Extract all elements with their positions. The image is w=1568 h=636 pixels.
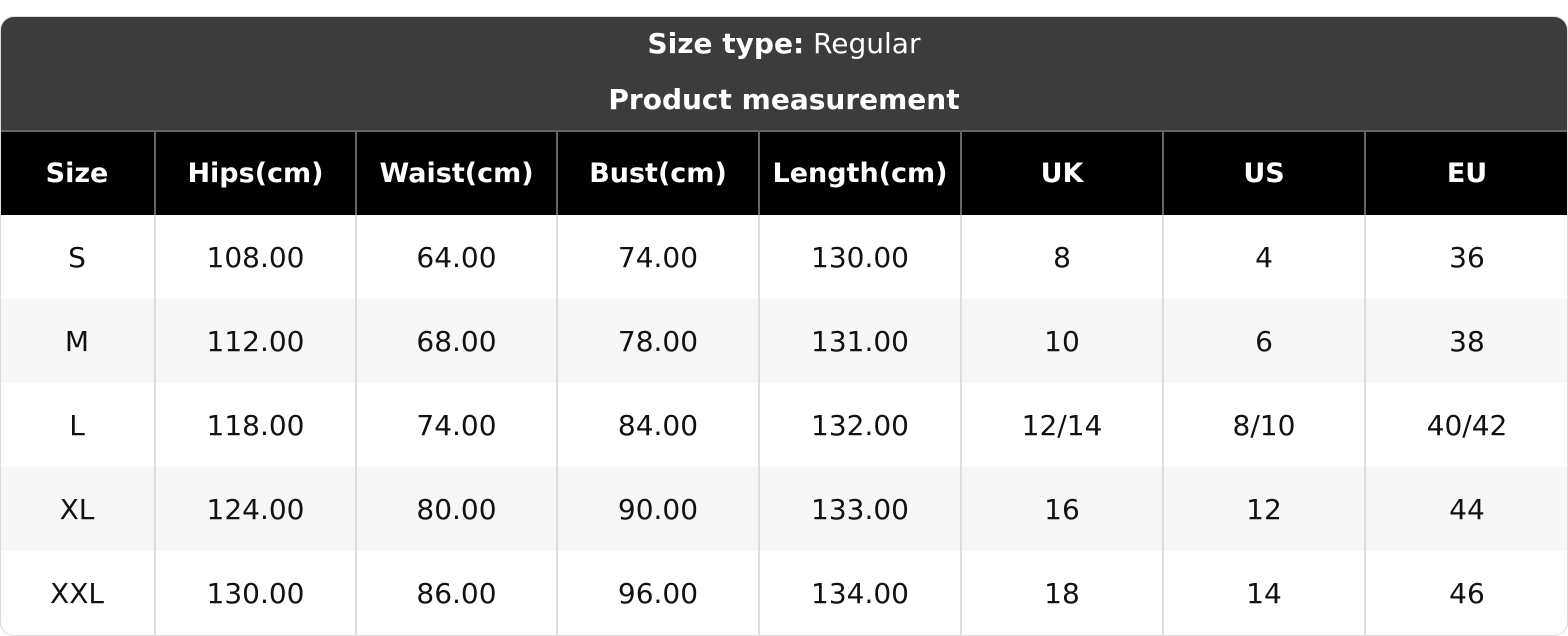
column-header: EU [1364, 130, 1567, 215]
table-row: L 118.00 74.00 84.00 132.00 12/14 8/10 40/42 [1, 383, 1567, 467]
table-header-row: Size Hips(cm) Waist(cm) Bust(cm) Length(cm) U… [1, 130, 1567, 215]
table-row: XL 124.00 80.00 90.00 133.00 16 12 44 [1, 467, 1567, 551]
size-type-label: Size type: [647, 27, 805, 60]
table-cell: 118.00 [154, 383, 356, 467]
table-cell: 86.00 [355, 551, 557, 635]
table-cell: 96.00 [556, 551, 759, 635]
table-cell: 133.00 [758, 467, 961, 551]
table-cell: 36 [1364, 215, 1567, 299]
size-table: Size Hips(cm) Waist(cm) Bust(cm) Length(cm) U… [1, 130, 1567, 635]
table-cell: 4 [1162, 215, 1365, 299]
table-cell: 38 [1364, 299, 1567, 383]
column-header: US [1162, 130, 1365, 215]
table-cell: 124.00 [154, 467, 356, 551]
column-header: Waist(cm) [355, 130, 557, 215]
table-cell: 12/14 [960, 383, 1163, 467]
table-cell: XXL [50, 576, 104, 610]
chart-header: Size type: Regular Product measurement [1, 17, 1567, 130]
table-cell: 78.00 [556, 299, 759, 383]
table-cell: 108.00 [154, 215, 356, 299]
size-type-value: Regular [813, 27, 921, 60]
table-cell: 14 [1162, 551, 1365, 635]
size-type: Size type: Regular [1, 17, 1567, 73]
table-cell: 64.00 [355, 215, 557, 299]
column-header: Length(cm) [758, 130, 961, 215]
table-cell: 130.00 [154, 551, 356, 635]
table-cell: 130.00 [758, 215, 961, 299]
table-cell: 8 [960, 215, 1163, 299]
size-chart-card: Size type: Regular Product measurement S… [0, 16, 1568, 636]
table-cell: 84.00 [556, 383, 759, 467]
column-header: Bust(cm) [556, 130, 759, 215]
table-cell: 131.00 [758, 299, 961, 383]
table-cell: XL [1, 467, 155, 551]
table-cell: 112.00 [154, 299, 356, 383]
table-cell: 132.00 [758, 383, 961, 467]
table-cell: 12 [1162, 467, 1365, 551]
chart-subtitle: Product measurement [608, 83, 960, 116]
table-cell: 16 [960, 467, 1163, 551]
table-cell: 90.00 [556, 467, 759, 551]
table-cell: M [1, 299, 155, 383]
table-cell: 80.00 [355, 467, 557, 551]
table-cell: 40/42 [1364, 383, 1567, 467]
table-cell: 68.00 [355, 299, 557, 383]
column-header: UK [960, 130, 1163, 215]
table-cell: 44 [1364, 467, 1567, 551]
table-row: XXL 130.00 86.00 96.00 134.00 18 14 46 [1, 551, 1567, 635]
table-row: M 112.00 68.00 78.00 131.00 10 6 38 [1, 299, 1567, 383]
table-cell: 46 [1364, 551, 1567, 635]
column-header: Size [1, 130, 155, 215]
table-cell: 8/10 [1162, 383, 1365, 467]
table-cell: 74.00 [355, 383, 557, 467]
table-row: S 108.00 64.00 74.00 130.00 8 4 36 [1, 215, 1567, 299]
table-cell: 134.00 [758, 551, 961, 635]
table-cell: L [69, 408, 85, 442]
table-cell: 18 [960, 551, 1163, 635]
table-cell: 74.00 [556, 215, 759, 299]
table-cell: 10 [960, 299, 1163, 383]
table-cell: S [68, 240, 86, 274]
column-header: Hips(cm) [154, 130, 356, 215]
table-cell: 6 [1162, 299, 1365, 383]
